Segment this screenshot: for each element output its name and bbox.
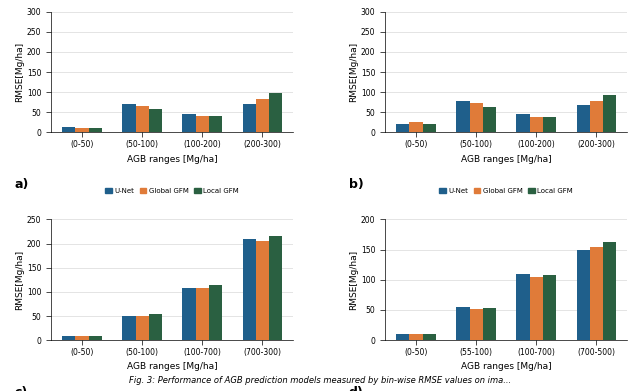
Text: d): d) [349,386,364,391]
Bar [209,285,222,340]
Bar [396,334,410,340]
Bar [243,239,256,340]
Bar [148,109,162,133]
Y-axis label: RMSE[Mg/ha]: RMSE[Mg/ha] [349,42,358,102]
Bar [530,277,543,340]
Y-axis label: RMSE[Mg/ha]: RMSE[Mg/ha] [15,250,24,310]
X-axis label: AGB ranges [Mg/ha]: AGB ranges [Mg/ha] [127,362,218,371]
Bar [148,314,162,340]
Text: a): a) [15,178,29,191]
Bar [182,289,196,340]
Text: c): c) [15,386,28,391]
Bar [589,101,603,133]
Bar [62,336,76,340]
X-axis label: AGB ranges [Mg/ha]: AGB ranges [Mg/ha] [461,362,552,371]
Text: Fig. 3: Performance of AGB prediction models measured by bin-wise RMSE values on: Fig. 3: Performance of AGB prediction mo… [129,376,511,385]
Bar [410,334,422,340]
Legend: U-Net, Global GFM, Local GFM: U-Net, Global GFM, Local GFM [102,185,242,197]
Bar [89,128,102,133]
Bar [269,93,282,133]
Bar [196,287,209,340]
Bar [396,124,410,133]
Bar [62,127,76,133]
Bar [470,103,483,133]
Bar [122,104,136,133]
X-axis label: AGB ranges [Mg/ha]: AGB ranges [Mg/ha] [461,155,552,164]
Bar [136,106,148,133]
Bar [470,309,483,340]
Bar [422,124,436,133]
Bar [530,117,543,133]
Bar [456,101,470,133]
Bar [589,247,603,340]
Bar [603,242,616,340]
Bar [456,307,470,340]
Bar [483,107,496,133]
Y-axis label: RMSE[Mg/ha]: RMSE[Mg/ha] [15,42,24,102]
Bar [516,274,530,340]
X-axis label: AGB ranges [Mg/ha]: AGB ranges [Mg/ha] [127,155,218,164]
Bar [577,249,589,340]
Bar [483,308,496,340]
Bar [577,105,589,133]
Bar [76,336,89,340]
Bar [76,127,89,133]
Bar [196,116,209,133]
Bar [603,95,616,133]
Legend: U-Net, Global GFM, Local GFM: U-Net, Global GFM, Local GFM [436,185,576,197]
Bar [89,336,102,340]
Bar [136,316,148,340]
Bar [209,116,222,133]
Bar [410,122,422,133]
Text: b): b) [349,178,364,191]
Bar [543,275,556,340]
Bar [256,99,269,133]
Bar [516,114,530,133]
Bar [543,117,556,133]
Bar [122,316,136,340]
Bar [269,236,282,340]
Bar [182,113,196,133]
Bar [256,241,269,340]
Bar [243,104,256,133]
Y-axis label: RMSE[Mg/ha]: RMSE[Mg/ha] [349,250,358,310]
Bar [422,334,436,340]
